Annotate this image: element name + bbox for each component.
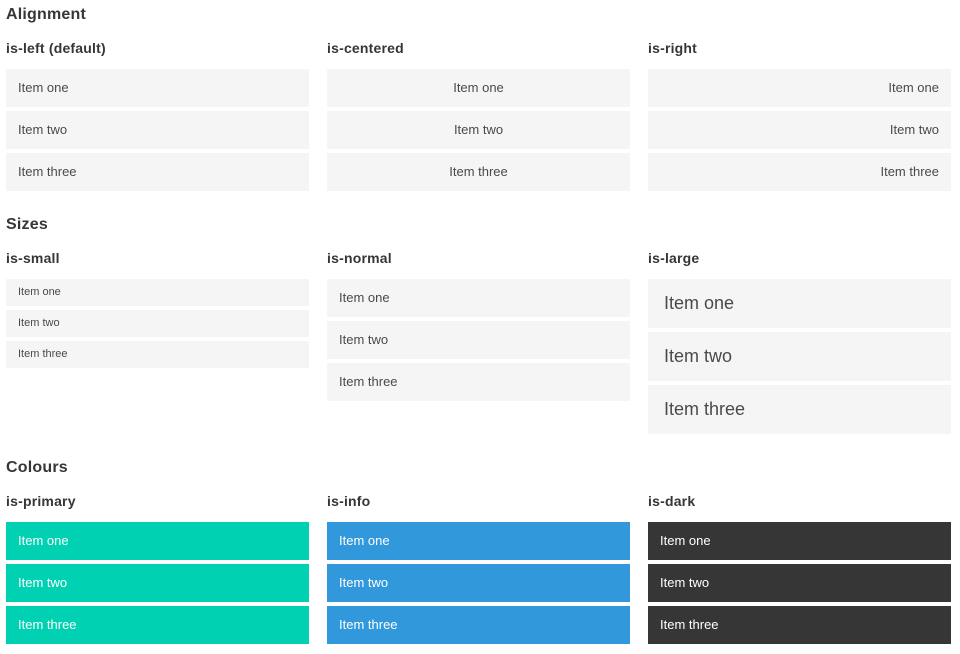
- section-colours: Colours is-primary Item one Item two Ite…: [6, 458, 951, 644]
- group-is-primary: is-primary Item one Item two Item three: [6, 477, 309, 644]
- list-item: Item three: [327, 606, 630, 644]
- group-label-is-left: is-left (default): [6, 40, 106, 56]
- list-left: Item one Item two Item three: [6, 69, 309, 191]
- group-label-is-dark: is-dark: [648, 493, 696, 509]
- list-right: Item one Item two Item three: [648, 69, 951, 191]
- list-item: Item three: [6, 153, 309, 191]
- list-item: Item two: [327, 564, 630, 602]
- section-title-alignment: Alignment: [6, 6, 87, 23]
- list-item: Item two: [327, 321, 630, 359]
- list-info: Item one Item two Item three: [327, 522, 630, 644]
- list-small: Item one Item two Item three: [6, 279, 309, 368]
- group-is-info: is-info Item one Item two Item three: [327, 477, 630, 644]
- group-is-dark: is-dark Item one Item two Item three: [648, 477, 951, 644]
- group-label-is-centered: is-centered: [327, 40, 404, 56]
- list-item: Item one: [648, 279, 951, 328]
- group-is-normal: is-normal Item one Item two Item three: [327, 234, 630, 401]
- list-item: Item three: [327, 363, 630, 401]
- sizes-row: is-small Item one Item two Item three is…: [6, 234, 951, 434]
- section-alignment: Alignment is-left (default) Item one Ite…: [6, 5, 951, 191]
- group-is-centered: is-centered Item one Item two Item three: [327, 24, 630, 191]
- section-title-sizes: Sizes: [6, 216, 48, 233]
- group-label-is-large: is-large: [648, 250, 700, 266]
- list-item: Item one: [327, 279, 630, 317]
- list-item: Item one: [648, 69, 951, 107]
- alignment-row: is-left (default) Item one Item two Item…: [6, 24, 951, 191]
- list-item: Item two: [6, 310, 309, 337]
- group-label-is-primary: is-primary: [6, 493, 76, 509]
- group-is-left: is-left (default) Item one Item two Item…: [6, 24, 309, 191]
- list-item: Item two: [648, 564, 951, 602]
- section-sizes: Sizes is-small Item one Item two Item th…: [6, 215, 951, 434]
- group-label-is-right: is-right: [648, 40, 698, 56]
- list-normal: Item one Item two Item three: [327, 279, 630, 401]
- list-item: Item three: [648, 153, 951, 191]
- list-item: Item one: [327, 69, 630, 107]
- group-is-large: is-large Item one Item two Item three: [648, 234, 951, 434]
- list-item: Item two: [327, 111, 630, 149]
- list-item: Item one: [6, 69, 309, 107]
- group-label-is-normal: is-normal: [327, 250, 392, 266]
- group-is-right: is-right Item one Item two Item three: [648, 24, 951, 191]
- list-item: Item three: [648, 606, 951, 644]
- list-item: Item one: [6, 522, 309, 560]
- section-title-colours: Colours: [6, 459, 68, 476]
- list-item: Item two: [6, 564, 309, 602]
- list-item: Item two: [648, 332, 951, 381]
- group-label-is-small: is-small: [6, 250, 60, 266]
- list-item: Item one: [327, 522, 630, 560]
- list-centered: Item one Item two Item three: [327, 69, 630, 191]
- list-item: Item one: [6, 279, 309, 306]
- group-label-is-info: is-info: [327, 493, 371, 509]
- list-dark: Item one Item two Item three: [648, 522, 951, 644]
- list-item: Item three: [327, 153, 630, 191]
- list-item: Item one: [648, 522, 951, 560]
- list-primary: Item one Item two Item three: [6, 522, 309, 644]
- list-demo-page: Alignment is-left (default) Item one Ite…: [6, 5, 951, 644]
- list-item: Item three: [6, 341, 309, 368]
- group-is-small: is-small Item one Item two Item three: [6, 234, 309, 368]
- list-large: Item one Item two Item three: [648, 279, 951, 434]
- list-item: Item three: [6, 606, 309, 644]
- colours-row: is-primary Item one Item two Item three …: [6, 477, 951, 644]
- list-item: Item two: [648, 111, 951, 149]
- list-item: Item three: [648, 385, 951, 434]
- list-item: Item two: [6, 111, 309, 149]
